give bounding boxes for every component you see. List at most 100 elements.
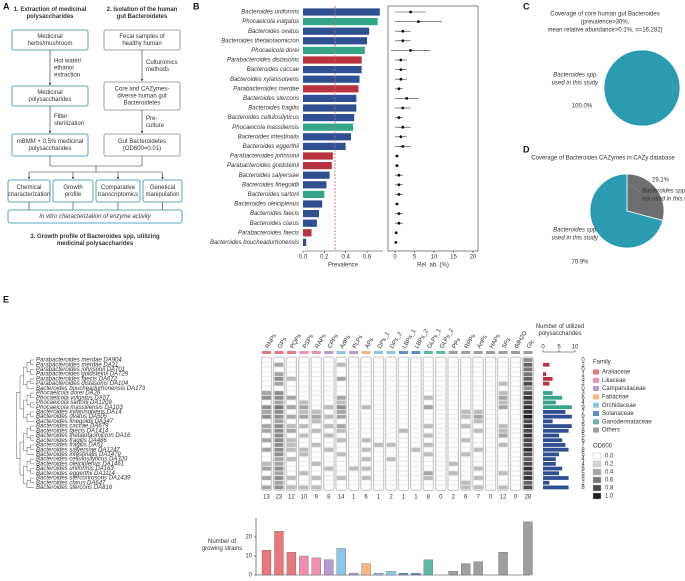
- family-strip: [349, 351, 359, 354]
- bar: [543, 414, 572, 419]
- x-tick-label: 5: [413, 255, 417, 261]
- heat-cell: [473, 405, 483, 410]
- pie-slice: [589, 173, 664, 249]
- heat-cell: [485, 386, 496, 391]
- heat-cell: [311, 400, 321, 405]
- heat-cell: [461, 390, 471, 396]
- heat-cell: [423, 367, 433, 372]
- heat-cell: [436, 372, 446, 377]
- heat-cell: [473, 423, 483, 429]
- heat-cell: [523, 452, 533, 457]
- heat-cell: [411, 423, 421, 429]
- slice-label: Bacteroides spp.: [553, 73, 598, 79]
- heat-cell: [324, 452, 334, 457]
- bar-value-label: 12: [500, 495, 507, 501]
- bar-value-label: 2: [581, 362, 585, 368]
- heat-cell: [361, 372, 371, 377]
- plot-frame: [387, 5, 479, 252]
- flow-box-text: In vitro characterization of enzyme acti…: [39, 214, 151, 220]
- axis-title: Number of utilized: [536, 324, 584, 330]
- flow-box-text: Growth: [63, 185, 82, 191]
- bar: [543, 428, 569, 433]
- bar: [543, 452, 559, 457]
- species-label: Bacteroides eggerthii: [243, 144, 300, 150]
- panel-label: A: [3, 1, 10, 11]
- heat-cell: [286, 419, 297, 424]
- panel-label: B: [193, 1, 200, 11]
- heat-cell: [485, 428, 496, 433]
- bar-value-label: 8: [581, 447, 585, 453]
- heat-cell: [423, 461, 433, 466]
- heat-cell: [510, 381, 521, 386]
- strain-label: Bacteroides stercoris DA816: [36, 485, 113, 491]
- heat-cell: [311, 475, 321, 481]
- heat-cell: [423, 480, 433, 485]
- heat-cell: [349, 466, 359, 471]
- mean-dot: [395, 154, 399, 158]
- mean-dot: [397, 212, 401, 216]
- heat-cell: [373, 447, 384, 452]
- mean-dot: [416, 20, 420, 23]
- bar: [448, 571, 458, 576]
- heat-cell: [299, 466, 309, 471]
- family-strip: [262, 351, 271, 354]
- species-label: Phocaeicola vulgatus: [242, 19, 299, 25]
- heat-cell: [448, 376, 458, 382]
- heat-cell: [274, 409, 284, 415]
- heat-cell: [361, 466, 371, 471]
- heat-cell: [299, 475, 309, 481]
- heat-cell: [311, 471, 321, 476]
- bar: [303, 75, 360, 83]
- heat-cell: [448, 480, 458, 485]
- heat-cell: [361, 428, 371, 433]
- heat-cell: [510, 428, 521, 433]
- strain-label: Phocaeicola vulgatus DA57: [36, 395, 110, 401]
- heat-cell: [485, 367, 496, 372]
- flow-box-text: mBMM + 0.5% medicinal: [17, 139, 84, 145]
- heat-cell: [398, 461, 409, 466]
- heat-cell: [510, 386, 521, 391]
- strain-label: Bacteroides stercorirosoris DA1439: [36, 476, 131, 482]
- heat-cell: [361, 362, 371, 367]
- bar: [303, 56, 362, 64]
- leader-line: [629, 183, 641, 193]
- strain-label: Bacteroides oleiciplenus DA1461: [36, 461, 124, 467]
- heat-cell: [311, 414, 321, 419]
- heat-cell: [423, 400, 433, 405]
- bar-value-label: 6: [581, 395, 585, 401]
- heat-cell: [485, 376, 496, 382]
- heat-cell: [349, 447, 359, 452]
- heat-cell: [448, 381, 458, 386]
- heat-cell: [411, 485, 421, 490]
- bar: [523, 521, 533, 576]
- heat-cell: [349, 381, 359, 386]
- bar-value-label: 2: [452, 495, 456, 501]
- bar: [386, 571, 396, 576]
- heat-cell: [473, 485, 483, 490]
- heat-cell: [498, 461, 508, 466]
- bar-value-label: 0: [489, 495, 493, 501]
- bar: [543, 480, 550, 485]
- heat-cell: [461, 438, 471, 443]
- mean-dot: [409, 10, 412, 14]
- slice-value-label: 29.1%: [652, 178, 670, 184]
- heat-cell: [448, 471, 458, 476]
- bar: [423, 559, 434, 576]
- bar-value-label: 0: [581, 358, 585, 364]
- heat-cell: [448, 372, 458, 377]
- heat-cell: [386, 447, 396, 452]
- bar: [543, 405, 572, 410]
- bar-value-label: 0: [581, 386, 585, 392]
- heat-cell: [274, 485, 284, 490]
- heat-cell: [523, 475, 533, 481]
- heat-cell: [336, 409, 346, 415]
- heat-cell: [349, 376, 359, 382]
- heat-cell: [286, 381, 297, 386]
- heat-cell: [261, 423, 272, 429]
- column-label: PPs: [452, 337, 463, 350]
- bar-value-label: 6: [464, 495, 468, 501]
- heat-cell: [436, 414, 446, 419]
- heat-cell: [398, 456, 409, 462]
- heat-cell: [274, 480, 284, 485]
- heat-cell: [349, 372, 359, 377]
